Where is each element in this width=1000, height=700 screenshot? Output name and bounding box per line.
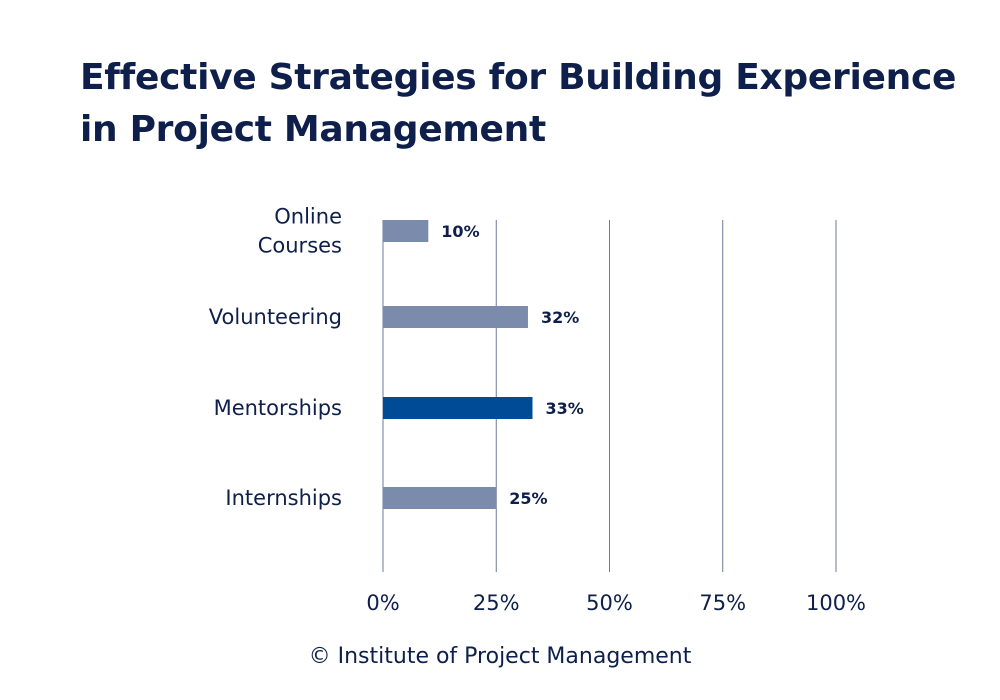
category-label-2: Mentorships <box>214 396 342 420</box>
data-label-2: 33% <box>545 399 583 418</box>
bar-3 <box>383 487 497 509</box>
data-label-0: 10% <box>441 222 479 241</box>
category-label-0: Online Courses <box>258 205 342 258</box>
chart-title-line-2: in Project Management <box>80 109 546 150</box>
bar-1 <box>383 306 528 328</box>
x-tick-label-25: 25% <box>473 591 520 615</box>
category-label-1: Volunteering <box>209 305 342 329</box>
chart-title-line-1: Effective Strategies for Building Experi… <box>80 57 957 98</box>
chart-title: Effective Strategies for Building Experi… <box>80 52 960 156</box>
x-tick-label-0: 0% <box>366 591 399 615</box>
data-label-1: 32% <box>541 308 579 327</box>
x-tick-label-75: 75% <box>699 591 746 615</box>
category-label-3: Internships <box>225 486 342 510</box>
x-tick-label-100: 100% <box>806 591 866 615</box>
source-footer: © Institute of Project Management <box>308 644 692 669</box>
x-tick-label-50: 50% <box>586 591 633 615</box>
bar-0 <box>383 220 429 242</box>
data-label-3: 25% <box>509 489 547 508</box>
bar-2 <box>383 397 533 419</box>
